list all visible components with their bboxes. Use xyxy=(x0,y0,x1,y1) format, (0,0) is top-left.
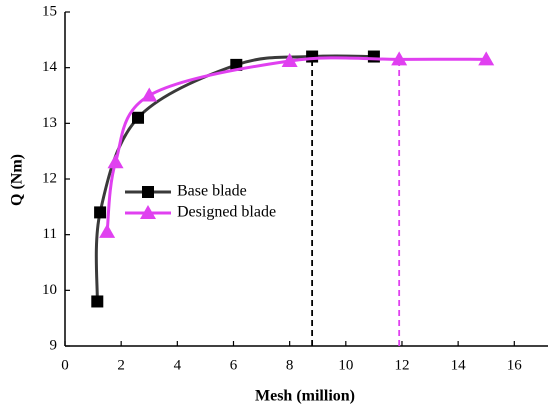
x-tick-label: 10 xyxy=(338,357,353,373)
y-tick-label: 9 xyxy=(50,337,58,353)
marker xyxy=(281,52,298,67)
legend-marker xyxy=(142,186,154,198)
marker xyxy=(306,50,319,63)
x-tick-label: 8 xyxy=(286,357,294,373)
y-tick-label: 15 xyxy=(42,3,57,19)
marker xyxy=(99,223,116,238)
series-line xyxy=(105,56,487,233)
y-tick-label: 13 xyxy=(42,115,57,131)
y-tick-label: 14 xyxy=(42,59,58,75)
x-tick-label: 4 xyxy=(174,357,182,373)
x-tick-label: 6 xyxy=(230,357,238,373)
y-axis-title: Q (Nm) xyxy=(9,154,26,206)
x-tick-label: 12 xyxy=(394,357,409,373)
x-tick-label: 0 xyxy=(61,357,69,373)
marker xyxy=(107,154,124,169)
marker xyxy=(132,111,145,124)
x-tick-label: 14 xyxy=(451,357,467,373)
marker xyxy=(141,87,158,102)
marker xyxy=(478,51,495,66)
x-axis-title: Mesh (million) xyxy=(255,388,355,405)
marker xyxy=(391,51,408,66)
y-tick-label: 10 xyxy=(42,282,57,298)
series-line xyxy=(94,54,374,302)
x-tick-label: 2 xyxy=(117,357,125,373)
legend-marker xyxy=(140,205,156,219)
marker xyxy=(367,50,380,63)
marker xyxy=(94,206,107,219)
y-tick-label: 12 xyxy=(42,170,57,186)
legend-text: Base blade xyxy=(177,183,247,200)
legend-text: Designed blade xyxy=(177,204,276,221)
x-tick-label: 16 xyxy=(507,357,523,373)
marker xyxy=(230,58,243,71)
marker xyxy=(91,295,104,308)
y-tick-label: 11 xyxy=(43,226,57,242)
